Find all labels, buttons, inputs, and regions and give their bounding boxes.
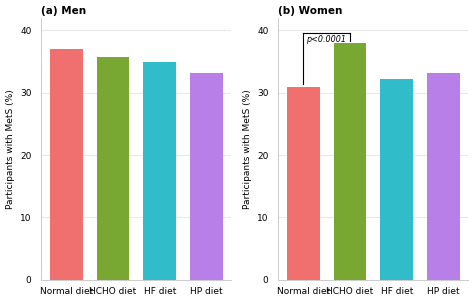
Bar xyxy=(427,73,460,280)
Text: (a) Men: (a) Men xyxy=(41,5,86,16)
Text: (b) Women: (b) Women xyxy=(278,5,343,16)
Y-axis label: Participants with MetS (%): Participants with MetS (%) xyxy=(6,89,15,209)
Bar xyxy=(97,57,129,280)
Bar xyxy=(381,79,413,280)
Y-axis label: Participants with MetS (%): Participants with MetS (%) xyxy=(243,89,252,209)
Bar xyxy=(287,87,319,280)
Text: p<0.0001: p<0.0001 xyxy=(306,35,346,44)
Bar xyxy=(334,43,366,280)
Bar xyxy=(144,62,176,280)
Bar xyxy=(190,73,223,280)
Bar xyxy=(50,49,82,280)
